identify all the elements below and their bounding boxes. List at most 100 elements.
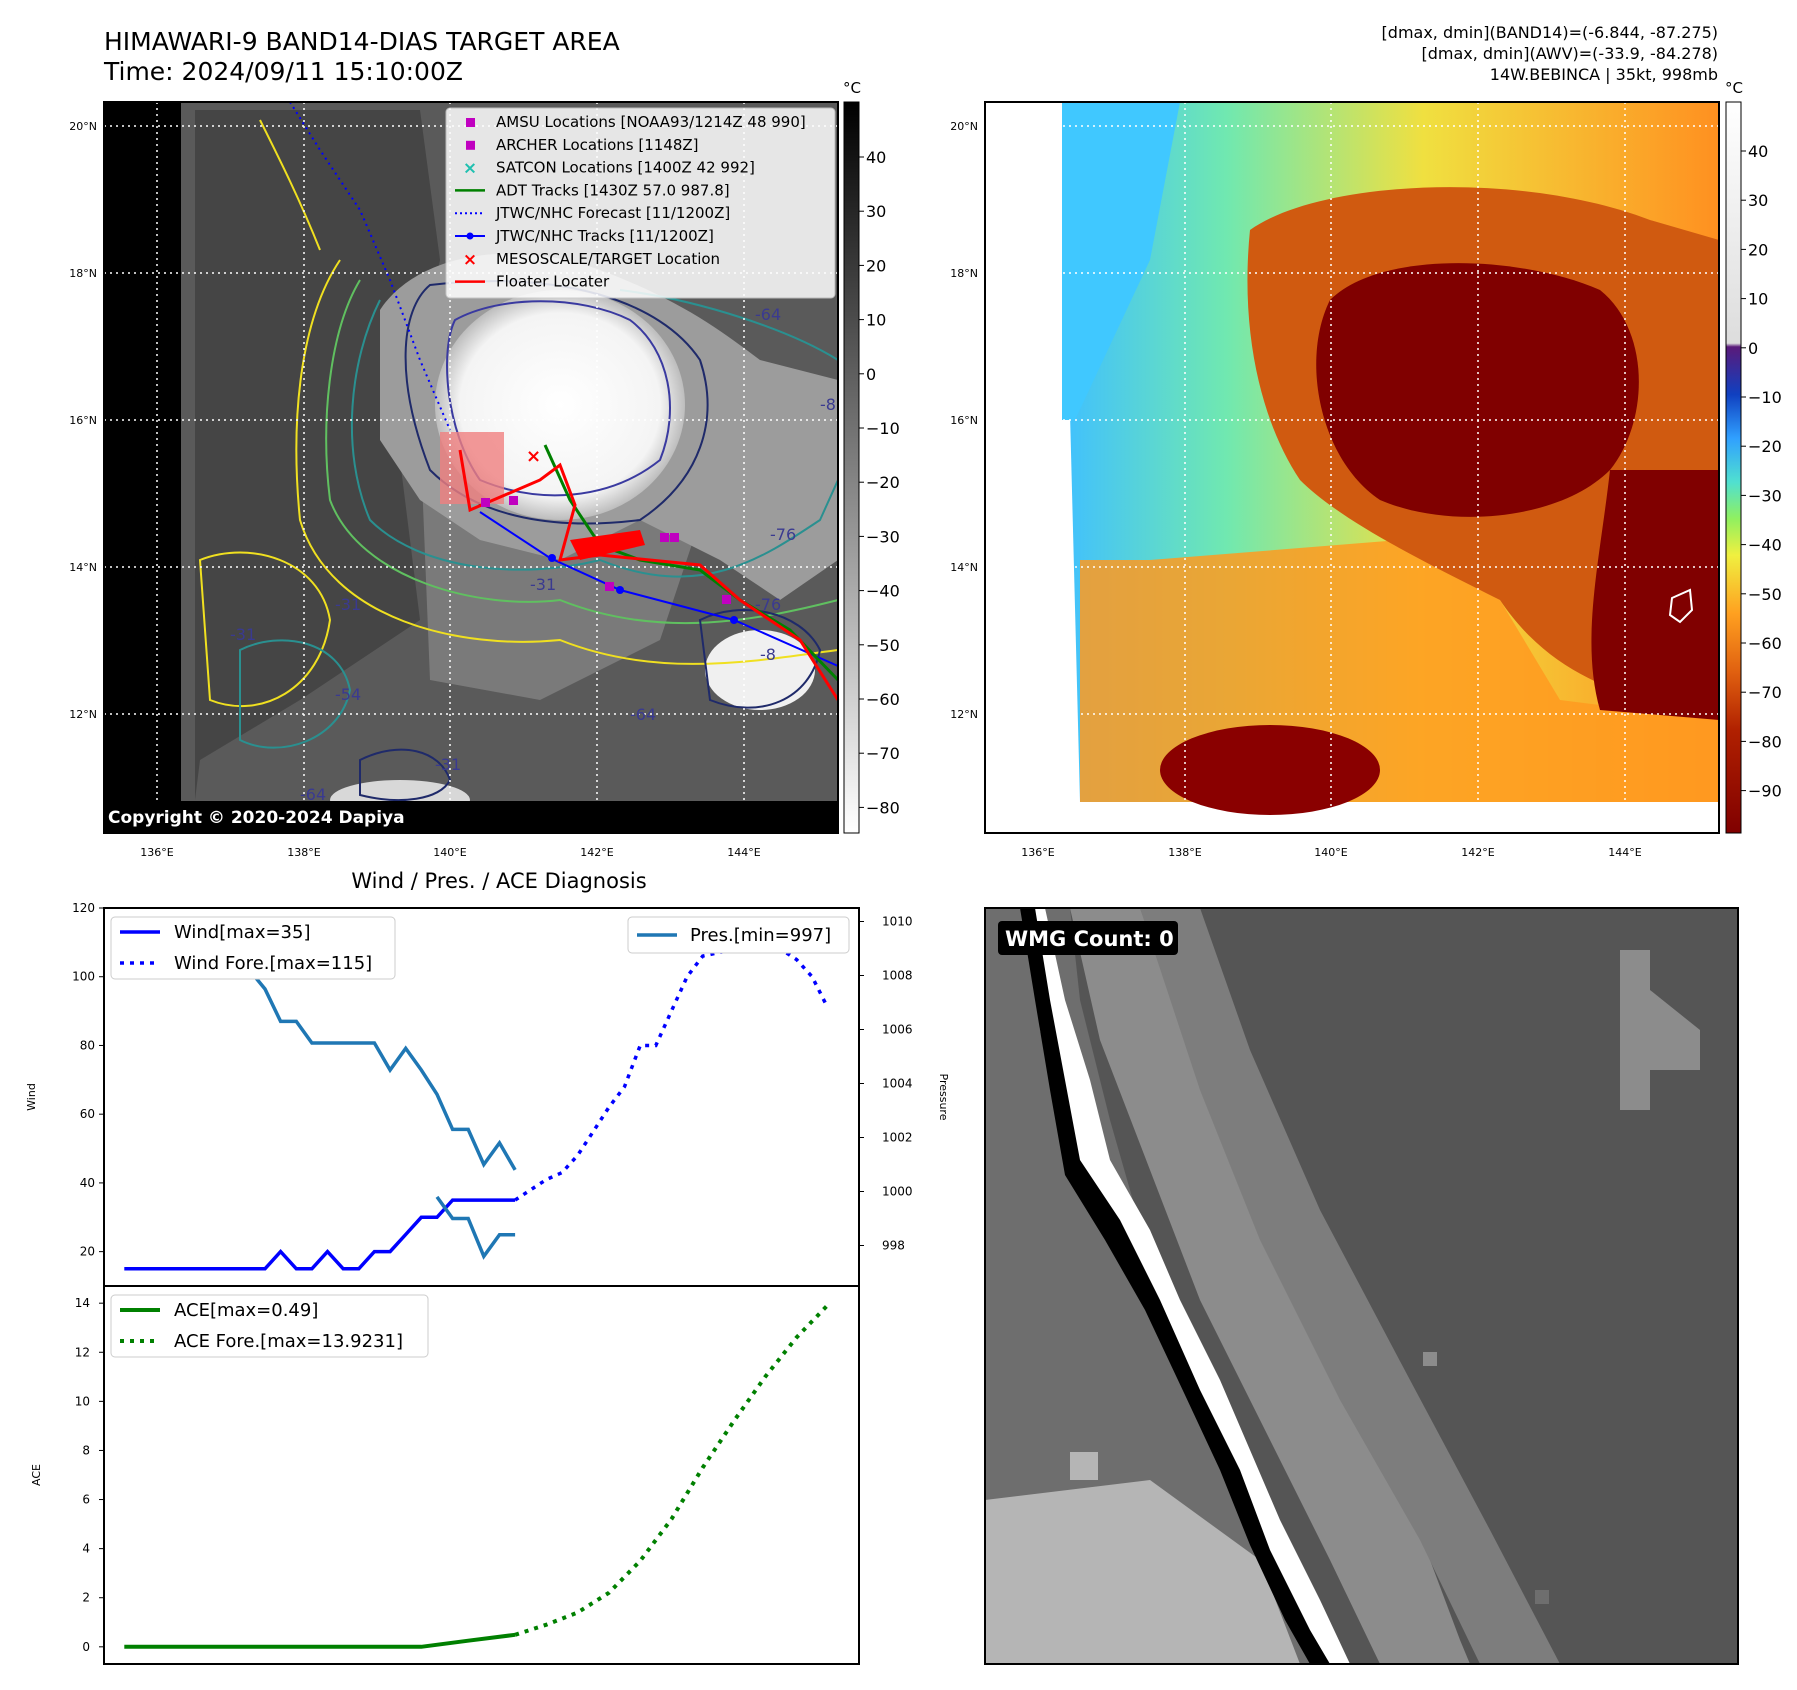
pressure-tick-label: 1002 (882, 1131, 913, 1145)
colorbar-tick-label: −30 (866, 527, 900, 546)
map-legend (445, 107, 836, 299)
floater-locater-track (458, 449, 840, 701)
colorbar-tick-label: 20 (866, 256, 886, 275)
wmg-count-box (998, 921, 1178, 955)
pressure-tick-label: 998 (882, 1239, 905, 1253)
series-line-wind-max (124, 1198, 516, 1271)
colorbar-tick-label: −20 (1748, 437, 1782, 456)
wmg-band-mid (1140, 908, 1560, 1664)
contour-label: -76 (755, 595, 781, 614)
lat-label: 12°N (950, 708, 978, 721)
ace-tick-label: 0 (82, 1640, 90, 1654)
pressure-tick-label: 1004 (882, 1077, 913, 1091)
pressure-tick-label: 1008 (882, 969, 913, 983)
colorbar-tick-label: 30 (1748, 191, 1768, 210)
map-frame (103, 101, 839, 834)
lon-label: 142°E (1461, 846, 1494, 859)
mesoscale-target-marker: × (526, 446, 541, 467)
ace-tick-label: 4 (82, 1542, 90, 1556)
contour-teal (350, 289, 839, 578)
island-outline (1668, 588, 1694, 624)
colorbar-tick-label: 0 (866, 365, 876, 384)
left-lon-labels: 136°E 138°E 140°E 142°E 144°E (140, 846, 760, 859)
contour-label: -64 (300, 785, 326, 804)
ace-tick-label: 14 (75, 1296, 90, 1310)
legend-label: Wind[max=35] (174, 922, 311, 943)
colorbar-tick-label: −20 (866, 473, 900, 492)
wmg-region-sw-light (985, 1480, 1300, 1664)
colorbar-unit: °C (1725, 79, 1743, 97)
colorbar-tick-label: −80 (1748, 732, 1782, 751)
contour-yellow-nw (259, 119, 321, 251)
colorbar-tick-label: 0 (1748, 339, 1758, 358)
wmg-pixel (1535, 1590, 1549, 1604)
pressure-axis-label: Pressure (937, 1074, 950, 1121)
contour-label-group: -64 -64 -31 -31 -54 -64 -31 -31 -76 -76 … (230, 305, 836, 804)
legend-marker-x: × (463, 250, 477, 270)
contour-label: -31 (435, 755, 461, 774)
ir-map-panel: -64 -64 -31 -31 -54 -64 -31 -31 -76 -76 … (103, 101, 840, 834)
lat-label: 12°N (69, 708, 97, 721)
legend-marker-x: × (463, 159, 477, 179)
legend-label: ADT Tracks [1430Z 57.0 987.8] (496, 181, 730, 199)
ace-legend (110, 1294, 429, 1358)
colorbar-unit: °C (843, 79, 861, 97)
wmg-count-label: WMG Count: 0 (1005, 927, 1174, 951)
wind-legend (110, 916, 396, 980)
colorbar-tick-label: −10 (866, 419, 900, 438)
lon-label: 136°E (140, 846, 173, 859)
wmg-band-gray (1070, 908, 1470, 1664)
contour-label: -31 (530, 575, 556, 594)
series-line-ace-forecast (514, 1303, 830, 1637)
lon-label: 140°E (1314, 846, 1347, 859)
ace-tick-label: 12 (75, 1345, 90, 1359)
colorbar-tick-label: 10 (1748, 290, 1768, 309)
pressure-legend (627, 916, 850, 954)
contour-label: -8 (820, 395, 836, 414)
legend-label: ACE[max=0.49] (174, 1300, 318, 1321)
lon-label: 144°E (727, 846, 760, 859)
figure-title-line2: Time: 2024/09/11 15:10:00Z (103, 57, 463, 86)
contour-ring-outer (404, 280, 709, 525)
wind-tick-label: 20 (80, 1245, 95, 1259)
wind-tick-label: 60 (80, 1107, 95, 1121)
contour-navy-se (698, 609, 822, 709)
colorbar-tick-label: −50 (866, 636, 900, 655)
contour-yellow-sw (198, 551, 332, 708)
awv-storm-core (1316, 263, 1639, 517)
map-legend-entries: AMSU Locations [NOAA93/1214Z 48 990] ARCH… (455, 113, 806, 291)
colorbar-tick-label: 30 (866, 202, 886, 221)
copyright-text: Copyright © 2020-2024 Dapiya (108, 808, 405, 828)
contour-teal-sw (239, 639, 352, 749)
left-lat-labels: 20°N 18°N 16°N 14°N 12°N (69, 120, 97, 721)
wind-pressure-chart: Wind Pressure 120 100 80 60 40 20 1010 1008 100… (25, 901, 950, 1287)
lon-label: 140°E (433, 846, 466, 859)
colorbar-tick-label: −40 (866, 582, 900, 601)
lon-label: 136°E (1021, 846, 1054, 859)
legend-label: SATCON Locations [1400Z 42 992] (496, 159, 755, 177)
cloud-field-west (195, 110, 440, 800)
lat-label: 18°N (950, 267, 978, 280)
wind-tick-label: 40 (80, 1176, 95, 1190)
wind-axis-label: Wind (25, 1083, 38, 1111)
wmg-patch-east (1620, 950, 1700, 1110)
awv-cold-cloud-south (1160, 725, 1380, 815)
pressure-tick-label: 1000 (882, 1185, 913, 1199)
colorbar-tick-label: −80 (866, 798, 900, 817)
wmg-pixel (1423, 1352, 1437, 1366)
legend-marker-square (466, 140, 475, 150)
lat-label: 14°N (69, 561, 97, 574)
wmg-frame (984, 907, 1739, 1665)
colorbar-tick-label: −70 (866, 744, 900, 763)
wind-tick-label: 80 (80, 1038, 95, 1052)
diagnosis-title: Wind / Pres. / ACE Diagnosis (351, 869, 646, 893)
colorbar-tick-label: −90 (1748, 782, 1782, 801)
info-storm: 14W.BEBINCA | 35kt, 998mb (1490, 65, 1718, 84)
info-awv: [dmax, dmin](AWV)=(-33.9, -84.278) (1421, 44, 1718, 63)
amsu-archer-markers (481, 496, 731, 604)
contour-ring-inner (446, 300, 671, 497)
legend-label: Floater Locater (496, 273, 610, 291)
pressure-tick-label: 1010 (882, 915, 913, 929)
colorbar-tick-label: 40 (1748, 142, 1768, 161)
